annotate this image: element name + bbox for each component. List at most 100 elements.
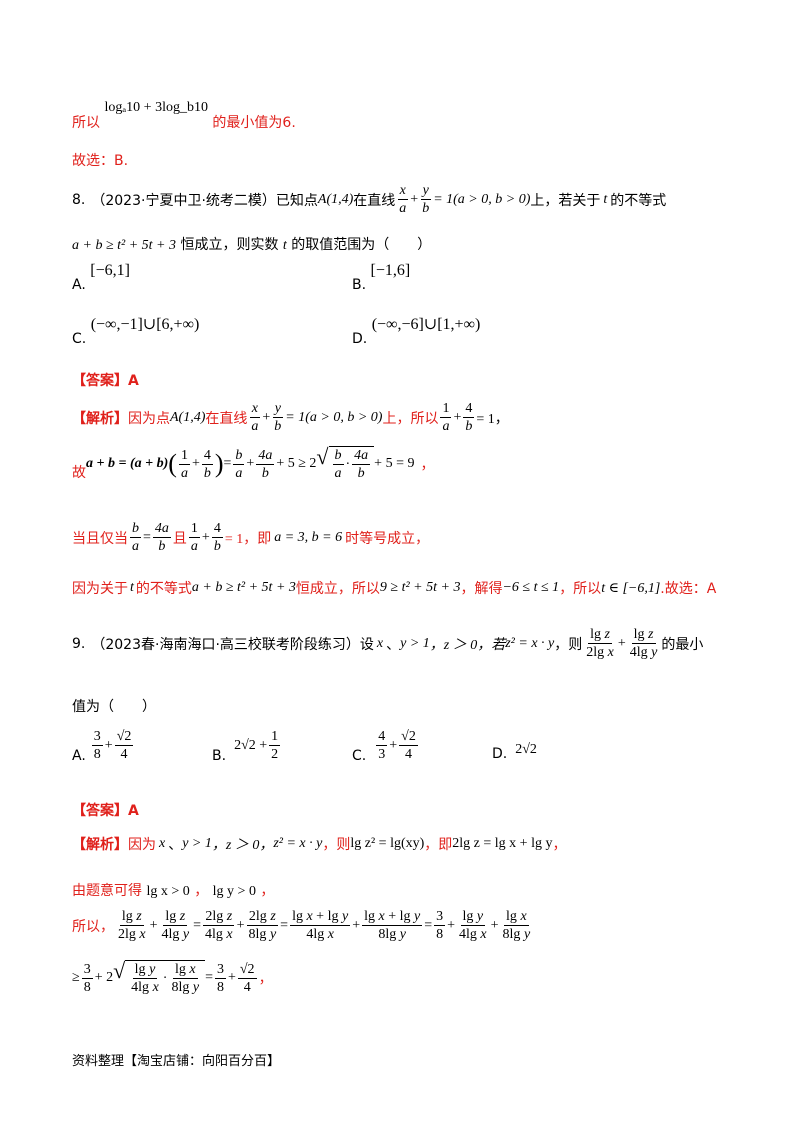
analysis-eq: a = 3, b = 6: [274, 529, 343, 545]
q8-stem-text: 的不等式: [610, 192, 667, 209]
q8-option-b[interactable]: B. [−1,6]: [352, 262, 411, 293]
analysis-text: .故选：A: [660, 581, 717, 597]
analysis-text: 因为点: [128, 410, 170, 427]
option-label: D.: [352, 331, 368, 347]
q9-stem-text: ，则: [554, 636, 583, 653]
conclusion-prefix: 所以: [72, 115, 100, 131]
option-label: B.: [352, 277, 367, 293]
analysis-text: 且: [172, 530, 187, 547]
q9-option-d[interactable]: D. 2√2: [492, 742, 537, 762]
analysis-text: 所以，: [72, 918, 114, 935]
option-label: D.: [492, 746, 508, 762]
q9-answer: 【答案】A: [72, 800, 800, 820]
analysis-eq: lg z² = lg(xy): [350, 836, 425, 851]
q8-answer: 【答案】A: [72, 370, 800, 390]
q8-option-d[interactable]: D. (−∞,−6]∪[1,+∞): [352, 314, 480, 347]
analysis-text: ，解得: [460, 581, 503, 597]
choice-line: 故选：B.: [72, 150, 800, 170]
analysis-text: ，: [194, 883, 209, 899]
q8-option-c[interactable]: C. (−∞,−1]∪[6,+∞): [72, 314, 200, 347]
q9-stem-line1: 9. （2023春·海南海口·高三校联考阶段练习） 设 x 、 y > 1 ，z…: [72, 627, 704, 660]
q8-point: A(1,4): [317, 191, 354, 207]
analysis-text: 因为关于: [72, 581, 128, 597]
q8-line-cond: = 1(a > 0, b > 0): [433, 191, 531, 207]
analysis-text: ，则: [322, 837, 351, 853]
analysis-eq: = 1，: [476, 411, 509, 427]
answer-text: 【答案】A: [72, 803, 139, 819]
analysis-text: 恒成立，所以: [295, 581, 380, 597]
option-value: [−1,6]: [370, 262, 411, 279]
var-t: t: [130, 580, 134, 595]
q9-analysis-line3: 所以， lg z 2lg x + lg z 4lg y = 2lg z 4lg x +…: [72, 909, 531, 942]
q8-point: A(1,4): [170, 409, 206, 425]
var-x: x: [376, 635, 384, 651]
q9-source: （2023春·海南海口·高三校联考阶段练习）: [91, 636, 360, 653]
analysis-text: 故: [72, 465, 86, 481]
analysis-eq: lg x > 0: [146, 884, 190, 899]
q8-analysis-line4: 因为关于 t 的不等式 a + b ≥ t² + 5t + 3 恒成立，所以 9…: [72, 578, 800, 598]
analysis-text: ，: [260, 883, 275, 899]
y-condition: y > 1: [400, 635, 430, 651]
q9-stem-text: 值为（ ）: [72, 699, 156, 715]
analysis-text: 由题意可得: [72, 883, 142, 899]
footer-text: 资料整理【淘宝店铺：向阳百分百】: [72, 1054, 281, 1069]
q9-stem-text: 、: [386, 636, 401, 653]
answer-text: 【答案】A: [72, 373, 139, 389]
option-label: B.: [212, 747, 227, 764]
analysis-eq: z² = x · y: [273, 836, 323, 851]
sqrt-product: √ lg y 4lg x · lg x 8lg y: [113, 960, 206, 996]
q8-stem-line2: a + b ≥ t² + 5t + 3 恒成立，则实数 t 的取值范围为（ ）: [72, 234, 800, 254]
q8-stem-text: 上，若关于: [530, 192, 601, 209]
analysis-text: 时等号成立，: [345, 530, 430, 547]
z-equation: z² = x · y: [505, 635, 555, 651]
fraction-4a-b: 4a b: [256, 447, 275, 481]
analysis-text: ，: [258, 971, 273, 987]
q9-analysis-line1: 【解析】 因为 x 、 y > 1 ，z ＞ 0， z² = x · y ，则 …: [72, 834, 800, 854]
option-label: A.: [72, 747, 86, 764]
analysis-text: ，所以: [559, 581, 602, 597]
analysis-text: 的不等式: [135, 581, 192, 597]
option-value: (−∞,−1]∪[6,+∞): [90, 316, 200, 333]
q9-stem-text: 设: [359, 636, 374, 653]
analysis-eq: 2lg z = lg x + lg y: [452, 836, 553, 851]
z-condition: ，z ＞ 0，若: [429, 637, 506, 653]
option-value: [−6,1]: [90, 262, 130, 279]
log-expression: logₐ10 + 3log_b10: [104, 100, 208, 115]
analysis-eq: t ∈ [−6,1]: [601, 580, 661, 596]
analysis-text: 在直线: [205, 410, 248, 427]
var-x: x: [159, 836, 166, 851]
analysis-eq: y > 1: [182, 836, 212, 851]
analysis-text: 、: [168, 837, 183, 853]
q8-ineq: a + b ≥ t² + 5t + 3: [72, 238, 177, 253]
conclusion-suffix: 的最小值为6.: [212, 115, 296, 131]
analysis-text: ，即: [424, 837, 453, 853]
analysis-eq: lg y > 0: [212, 884, 256, 899]
footer-note: 资料整理【淘宝店铺：向阳百分百】: [72, 1050, 280, 1069]
analysis-text: 因为: [128, 837, 156, 853]
fraction-4a-b: 4a b: [152, 521, 171, 554]
q9-stem-line2: 值为（ ）: [72, 696, 800, 716]
analysis-text: ，: [552, 837, 567, 853]
q8-stem-text: 在直线: [353, 192, 396, 209]
analysis-eq: 9 ≥ t² + 5t + 3: [379, 580, 461, 595]
analysis-text: 上，所以: [382, 410, 439, 427]
analysis-eq: −6 ≤ t ≤ 1: [502, 580, 560, 595]
q8-option-a[interactable]: A. [−6,1]: [72, 262, 130, 293]
var-t: t: [603, 191, 608, 207]
choice-text: 故选：B.: [72, 153, 129, 169]
